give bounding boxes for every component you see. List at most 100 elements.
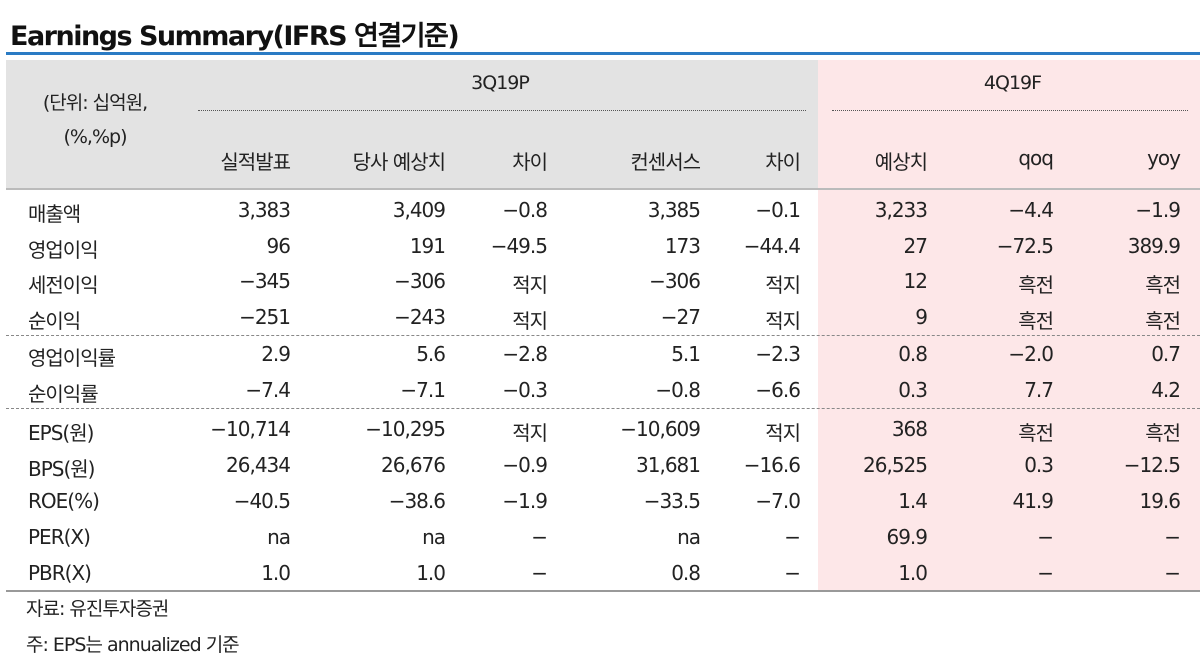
cell-value: −10,609 <box>620 417 701 441</box>
table-row: 순이익률 −7.4 −7.1 −0.3 −0.8 −6.6 0.3 7.7 4.2 <box>0 372 1200 408</box>
cell-value: 0.8 <box>898 342 928 366</box>
cell-value: 3,409 <box>392 198 446 222</box>
col-header: yoy <box>1147 146 1181 170</box>
cell-value: −10,295 <box>365 417 446 441</box>
cell-value: − <box>1037 525 1054 549</box>
cell-value: −7.1 <box>400 378 446 402</box>
table-row: BPS(원) 26,434 26,676 −0.9 31,681 −16.6 26,525 0… <box>0 447 1200 483</box>
cell-value: 2.9 <box>261 342 291 366</box>
cell-value: 적지 <box>765 273 801 297</box>
cell-value: − <box>784 525 801 549</box>
cell-value: 0.3 <box>1024 453 1054 477</box>
eps-note: 주: EPS는 annualized 기준 <box>26 634 240 656</box>
cell-value: 31,681 <box>636 453 701 477</box>
cell-value: 1.4 <box>898 489 928 513</box>
cell-value: na <box>677 525 701 549</box>
unit-line-1: (단위: 십억원, <box>42 92 148 114</box>
cell-value: −306 <box>649 269 701 293</box>
column-header-row: 실적발표 당사 예상치 차이 컨센서스 차이 예상치 qoq yoy <box>0 140 1200 176</box>
table-row: 영업이익률 2.9 5.6 −2.8 5.1 −2.3 0.8 −2.0 0.7 <box>0 336 1200 372</box>
col-header: 컨센서스 <box>630 150 701 174</box>
group-divider <box>832 110 1188 111</box>
cell-value: −345 <box>239 269 291 293</box>
unit-label: (단위: 십억원, (%,%p) <box>20 86 170 154</box>
cell-value: 7.7 <box>1024 378 1054 402</box>
cell-value: −40.5 <box>233 489 291 513</box>
row-label: 세전이익 <box>28 273 99 297</box>
title-underline <box>6 52 1200 55</box>
source-note: 자료: 유진투자증권 <box>26 598 169 620</box>
cell-value: 적지 <box>765 309 801 333</box>
cell-value: 191 <box>409 234 446 258</box>
cell-value: −243 <box>394 305 446 329</box>
header-background <box>6 60 818 188</box>
cell-value: 흑전 <box>1145 309 1181 333</box>
cell-value: −251 <box>239 305 291 329</box>
cell-value: −16.6 <box>743 453 801 477</box>
cell-value: 19.6 <box>1139 489 1181 513</box>
col-header: 차이 <box>512 150 548 174</box>
cell-value: 9 <box>915 305 928 329</box>
section-divider <box>6 335 1200 336</box>
unit-line-2: (%,%p) <box>63 126 127 148</box>
cell-value: − <box>1037 561 1054 585</box>
cell-value: −0.8 <box>502 198 548 222</box>
cell-value: 적지 <box>512 421 548 445</box>
cell-value: 389.9 <box>1127 234 1181 258</box>
table-row: EPS(원) −10,714 −10,295 적지 −10,609 적지 368 흑전 흑전 <box>0 411 1200 447</box>
row-label: 영업이익 <box>28 238 99 262</box>
header-border <box>6 188 1200 190</box>
col-header: qoq <box>1018 146 1054 170</box>
cell-value: −38.6 <box>388 489 446 513</box>
group-header-3q19p: 3Q19P <box>471 72 530 94</box>
col-header: 예상치 <box>874 150 928 174</box>
cell-value: 적지 <box>765 421 801 445</box>
cell-value: −7.4 <box>245 378 291 402</box>
cell-value: −33.5 <box>643 489 701 513</box>
cell-value: −0.1 <box>755 198 801 222</box>
cell-value: 5.6 <box>416 342 446 366</box>
section-divider <box>6 408 1200 409</box>
cell-value: 26,676 <box>381 453 446 477</box>
cell-value: 0.8 <box>671 561 701 585</box>
cell-value: −12.5 <box>1123 453 1181 477</box>
table-row: ROE(%) −40.5 −38.6 −1.9 −33.5 −7.0 1.4 41.9 19.6 <box>0 483 1200 519</box>
cell-value: −7.0 <box>755 489 801 513</box>
row-label: EPS(원) <box>28 421 94 445</box>
cell-value: −2.0 <box>1008 342 1054 366</box>
cell-value: 368 <box>891 417 928 441</box>
cell-value: −10,714 <box>210 417 291 441</box>
cell-value: na <box>422 525 446 549</box>
col-header: 차이 <box>765 150 801 174</box>
cell-value: − <box>784 561 801 585</box>
row-label: PER(X) <box>28 525 91 549</box>
cell-value: 69.9 <box>886 525 928 549</box>
cell-value: 1.0 <box>416 561 446 585</box>
cell-value: 3,233 <box>874 198 928 222</box>
cell-value: −44.4 <box>743 234 801 258</box>
row-label: ROE(%) <box>28 489 100 513</box>
cell-value: − <box>531 561 548 585</box>
cell-value: − <box>1164 561 1181 585</box>
table-row: 세전이익 −345 −306 적지 −306 적지 12 흑전 흑전 <box>0 263 1200 299</box>
cell-value: −0.8 <box>655 378 701 402</box>
row-label: 영업이익률 <box>28 346 116 370</box>
cell-value: 3,383 <box>237 198 291 222</box>
cell-value: 적지 <box>512 309 548 333</box>
cell-value: 41.9 <box>1012 489 1054 513</box>
cell-value: 흑전 <box>1145 273 1181 297</box>
table-bottom-border <box>6 590 1200 592</box>
table-row: PER(X) na na − na − 69.9 − − <box>0 519 1200 555</box>
row-label: 매출액 <box>28 202 81 226</box>
cell-value: 173 <box>664 234 701 258</box>
table-row: 영업이익 96 191 −49.5 173 −44.4 27 −72.5 389.9 <box>0 228 1200 264</box>
cell-value: −27 <box>660 305 701 329</box>
table-row: 매출액 3,383 3,409 −0.8 3,385 −0.1 3,233 −4.4 −1.9 <box>0 192 1200 228</box>
cell-value: −2.3 <box>755 342 801 366</box>
cell-value: 흑전 <box>1145 421 1181 445</box>
cell-value: 1.0 <box>898 561 928 585</box>
cell-value: 27 <box>903 234 928 258</box>
cell-value: 0.7 <box>1151 342 1181 366</box>
cell-value: − <box>531 525 548 549</box>
group-header-4q19f: 4Q19F <box>983 72 1042 94</box>
